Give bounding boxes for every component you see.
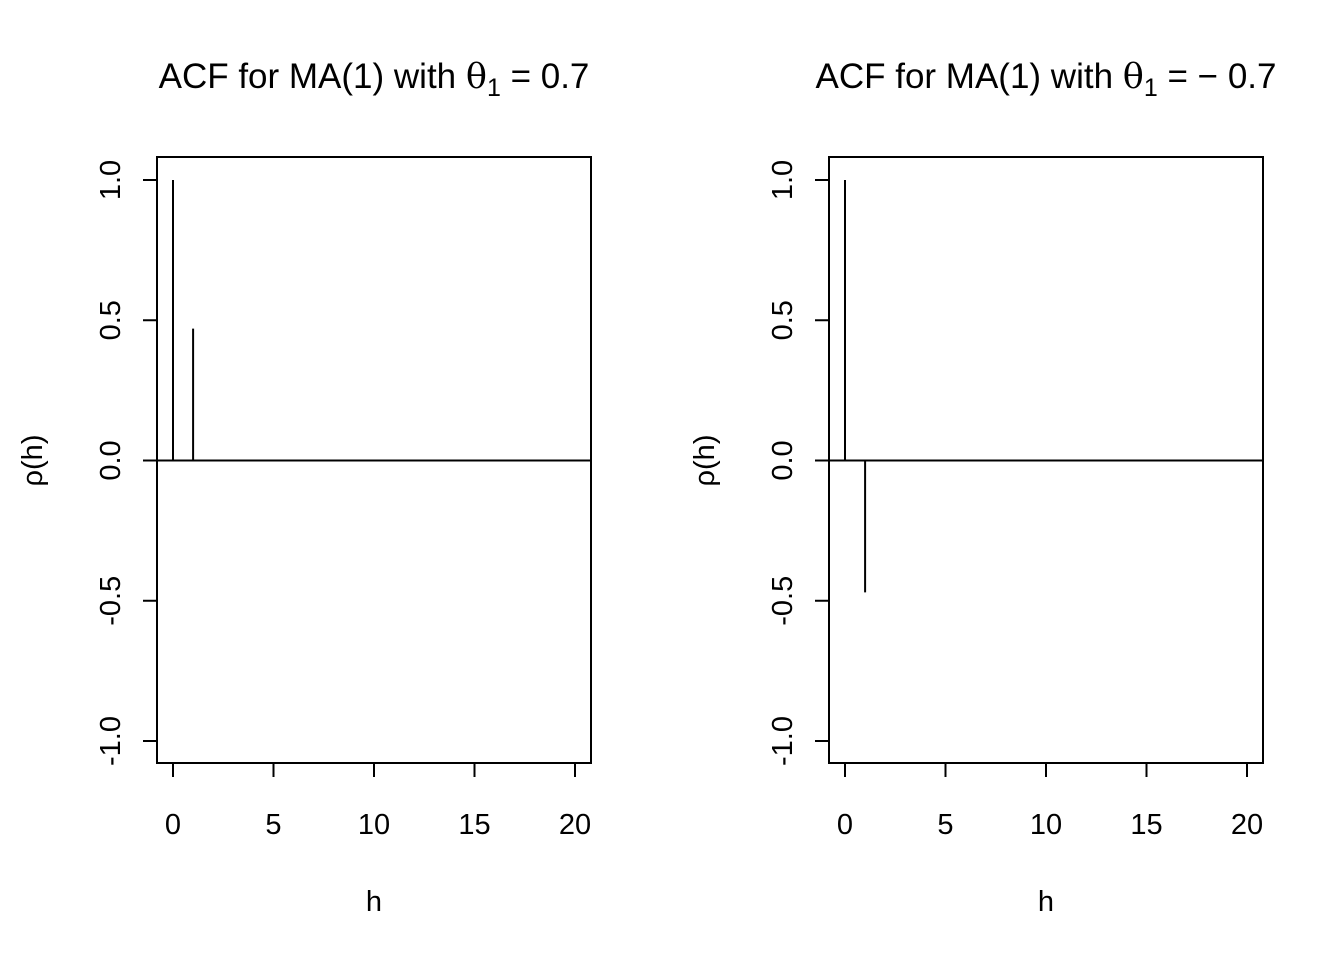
chart-title: ACF for MA(1) with θ1 = − 0.7 (816, 57, 1277, 102)
x-tick-label: 5 (937, 809, 953, 841)
y-tick-label: 1.0 (95, 160, 127, 200)
x-tick-label: 15 (1130, 809, 1162, 841)
x-tick-label: 0 (165, 809, 181, 841)
x-axis-label: h (366, 886, 382, 918)
x-tick-label: 10 (358, 809, 390, 841)
y-tick-label: -0.5 (767, 576, 799, 626)
y-axis-label: ρ(h) (17, 435, 49, 487)
y-tick-label: -1.0 (95, 716, 127, 766)
x-tick-label: 10 (1030, 809, 1062, 841)
y-tick-label: 1.0 (767, 160, 799, 200)
x-tick-label: 0 (837, 809, 853, 841)
x-tick-label: 15 (458, 809, 490, 841)
x-tick-label: 5 (265, 809, 281, 841)
y-tick-label: 0.5 (767, 300, 799, 340)
x-tick-label: 20 (559, 809, 591, 841)
x-axis-label: h (1038, 886, 1054, 918)
y-tick-label: -1.0 (767, 716, 799, 766)
chart-panel-1: ACF for MA(1) with θ1 = 0.7 -1.0 -0.5 0.0 0.… (17, 57, 592, 918)
chart-title: ACF for MA(1) with θ1 = 0.7 (159, 57, 590, 102)
y-tick-label: 0.0 (767, 440, 799, 480)
y-tick-label: -0.5 (95, 576, 127, 626)
y-axis-label: ρ(h) (689, 435, 721, 487)
y-tick-label: 0.5 (95, 300, 127, 340)
x-tick-label: 20 (1231, 809, 1263, 841)
chart-panel-2: ACF for MA(1) with θ1 = − 0.7 -1.0 -0.5 0.0… (689, 57, 1276, 918)
y-tick-label: 0.0 (95, 440, 127, 480)
